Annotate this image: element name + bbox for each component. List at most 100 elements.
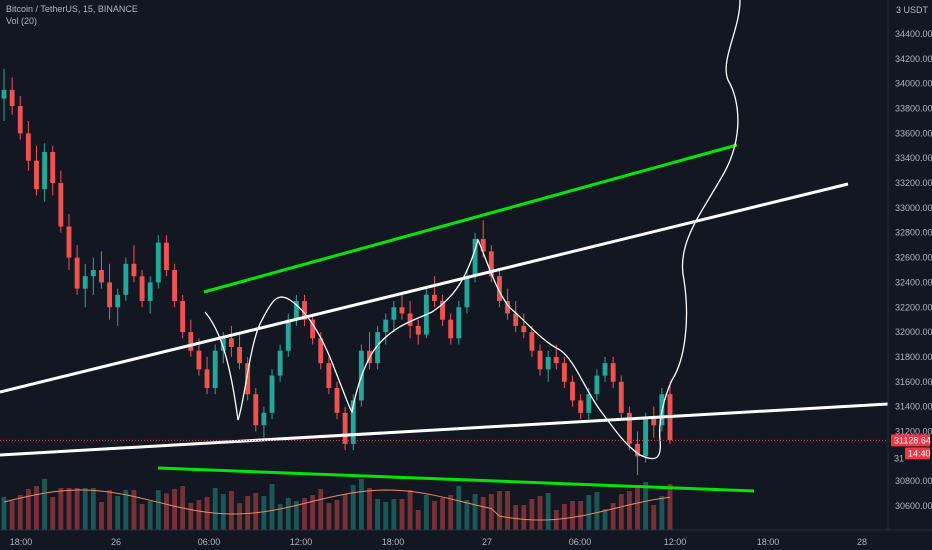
- candle-body: [529, 332, 535, 351]
- volume-bar: [659, 496, 665, 530]
- candle-body: [570, 381, 575, 401]
- volume-bar: [237, 503, 242, 530]
- volume-bar: [58, 488, 64, 530]
- candle-body: [58, 183, 64, 227]
- candle-body: [391, 307, 397, 320]
- candle-body: [237, 347, 242, 364]
- volume-bar: [99, 502, 104, 530]
- volume-bar: [423, 495, 429, 530]
- candle-body: [594, 375, 600, 395]
- lower-white-trendline: [0, 402, 889, 457]
- upper-green-trendline: [203, 143, 738, 294]
- candle-body: [513, 313, 519, 326]
- volume-bar: [318, 489, 324, 530]
- candle-body: [399, 307, 405, 314]
- volume-bar: [204, 497, 210, 530]
- volume-bar: [212, 488, 218, 530]
- volume-bar: [350, 485, 356, 530]
- candle-body: [180, 301, 186, 333]
- volume-bar: [285, 498, 291, 530]
- candle-body: [505, 301, 510, 314]
- volume-bar: [155, 490, 161, 530]
- time-tick-label: 06:00: [569, 537, 592, 547]
- candle-body: [196, 350, 202, 370]
- volume-bar: [545, 493, 551, 530]
- volume-bar: [480, 497, 486, 530]
- price-tick-label: 33400.00: [895, 153, 932, 163]
- candle-body: [464, 276, 470, 308]
- volume-bar: [635, 488, 640, 530]
- volume-bar: [626, 491, 632, 530]
- volume-bar: [553, 510, 559, 530]
- candle-body: [310, 319, 316, 339]
- candle-body: [25, 133, 31, 161]
- volume-bar: [513, 505, 519, 530]
- projection-curve: [204, 0, 741, 460]
- volume-bar: [367, 488, 372, 530]
- candle-body: [326, 363, 332, 388]
- volume-ma-line: [3, 489, 671, 521]
- time-tick-label: 12:00: [664, 537, 687, 547]
- volume-bar: [594, 492, 600, 530]
- candle-body: [82, 276, 88, 289]
- chart-legend: Bitcoin / TetherUS, 15, BINANCE Vol (20): [6, 3, 138, 27]
- candle-body: [602, 363, 608, 376]
- volume-bar: [50, 497, 56, 530]
- symbol-title[interactable]: Bitcoin / TetherUS, 15, BINANCE: [6, 4, 138, 14]
- price-tick-label: 33600.00: [895, 128, 932, 138]
- volume-bar: [66, 488, 72, 530]
- volume-bar: [293, 501, 299, 530]
- candle-body: [245, 363, 251, 395]
- volume-bar: [505, 491, 510, 530]
- price-tick-label: 33200.00: [895, 178, 932, 188]
- time-tick-label: 06:00: [198, 537, 221, 547]
- price-tick-label: 32000.00: [895, 327, 932, 337]
- volume-bar: [139, 504, 145, 530]
- volume-bar: [440, 498, 446, 530]
- volume-indicator-label[interactable]: Vol (20): [6, 16, 38, 26]
- upper-white-trendline: [0, 182, 849, 394]
- candle-body: [472, 238, 478, 277]
- candle-body: [212, 350, 218, 388]
- candle-body: [269, 375, 275, 413]
- volume-bar: [261, 496, 267, 530]
- volume-bar: [456, 486, 462, 530]
- countdown-value: 14:40: [908, 448, 931, 458]
- volume-bar: [115, 496, 121, 530]
- volume-bar: [34, 486, 39, 530]
- candle-body: [302, 301, 307, 320]
- price-tick-label: 32600.00: [895, 253, 932, 263]
- candle-body: [537, 350, 543, 370]
- price-tick-label: 32800.00: [895, 228, 932, 238]
- candle-body: [107, 282, 113, 308]
- candle-body: [74, 257, 80, 289]
- volume-bar: [432, 501, 437, 530]
- volume-bar: [334, 500, 340, 530]
- volume-bar: [643, 482, 649, 530]
- candle-body: [545, 356, 551, 370]
- volume-bar: [472, 494, 478, 530]
- volume-bar: [253, 493, 259, 530]
- candle-body: [277, 350, 283, 376]
- price-tick-label: 31800.00: [895, 352, 932, 362]
- candle-body: [497, 276, 502, 302]
- time-tick-label: 18:00: [10, 537, 33, 547]
- candle-body: [164, 242, 169, 270]
- volume-bar: [651, 505, 657, 530]
- time-tick-label: 12:00: [290, 537, 313, 547]
- price-tick-label: 31200.00: [895, 426, 932, 436]
- candle-body: [334, 388, 340, 413]
- candle-body: [50, 152, 56, 184]
- volume-bar: [269, 484, 275, 530]
- candle-body: [651, 419, 657, 426]
- candle-body: [448, 319, 454, 339]
- candle-body: [432, 294, 437, 302]
- candle-body: [342, 412, 348, 444]
- candle-body: [626, 412, 632, 444]
- time-tick-label: 28: [857, 537, 867, 547]
- price-tick-label: 31600.00: [895, 377, 932, 387]
- price-tick-label: 33800.00: [895, 104, 932, 114]
- volume-bar: [9, 501, 15, 530]
- candle-body: [147, 282, 153, 302]
